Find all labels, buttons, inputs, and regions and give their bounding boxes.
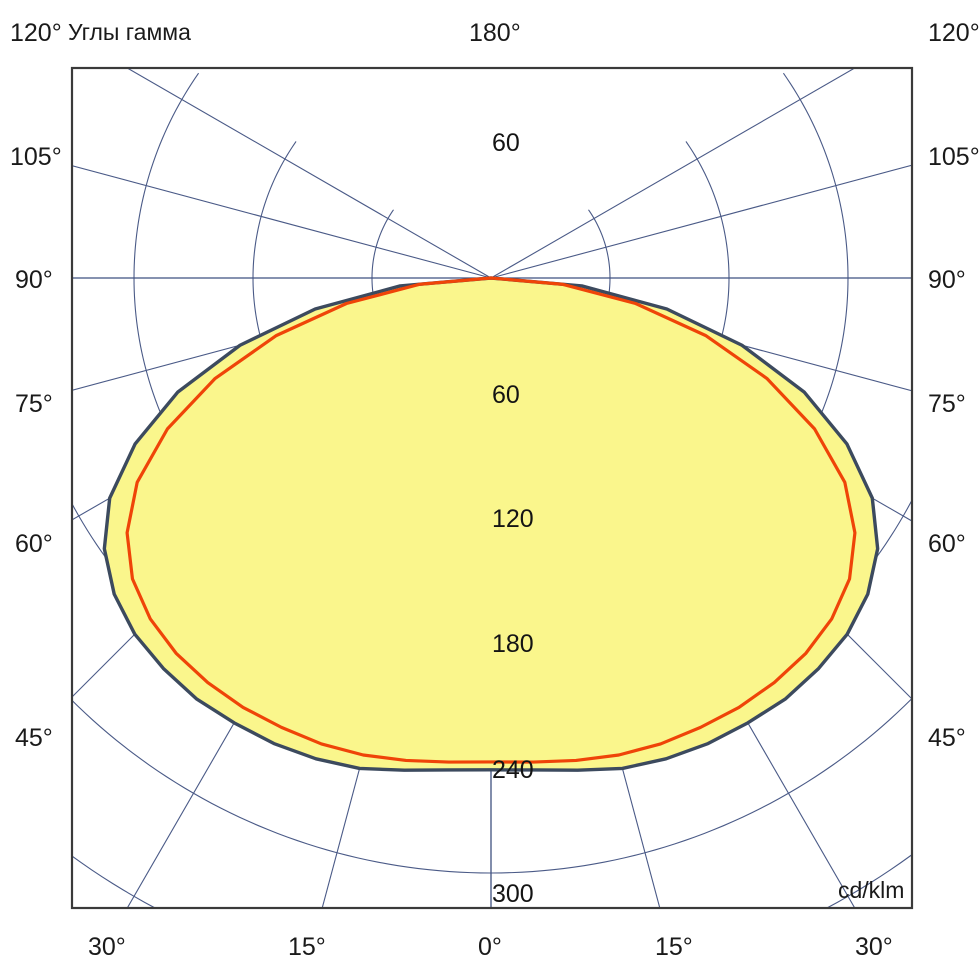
radial-label-180: 180 <box>492 630 534 658</box>
angular-grid-spoke-120 <box>490 68 856 279</box>
angle-label-left-90: 90° <box>15 266 53 294</box>
angle-label-bottom-15-left: 15° <box>288 933 326 961</box>
radial-label-120: 120 <box>492 505 534 533</box>
angular-grid-spoke--120 <box>126 68 492 279</box>
distribution-curve-c90-c270 <box>125 276 857 764</box>
angle-label-top-left: 120° <box>10 19 62 47</box>
angle-label-left-75: 75° <box>15 390 53 418</box>
page-title: Углы гамма <box>68 19 191 45</box>
angle-label-bottom-0: 0° <box>478 933 502 961</box>
angle-label-bottom-30-right: 30° <box>855 933 893 961</box>
angle-label-right-45: 45° <box>928 724 966 752</box>
radial-label-240: 240 <box>492 756 534 784</box>
angle-label-left-105: 105° <box>10 143 62 171</box>
distribution-curve-c0-c180 <box>102 276 880 772</box>
plot-frame <box>70 66 914 910</box>
angle-label-left-60: 60° <box>15 530 53 558</box>
angular-grid-spoke--105 <box>72 165 492 279</box>
angle-label-top-right: 120° <box>928 19 980 47</box>
angular-grid-spoke-105 <box>490 164 912 279</box>
distribution-fill-region <box>104 278 878 771</box>
angle-label-right-75: 75° <box>928 390 966 418</box>
distribution-curves <box>102 276 880 772</box>
angle-label-left-45: 45° <box>15 724 53 752</box>
unit-label: cd/klm <box>838 877 904 903</box>
angle-label-right-105: 105° <box>928 143 980 171</box>
angle-label-top-center: 180° <box>469 19 521 47</box>
angle-label-right-60: 60° <box>928 530 966 558</box>
radial-label-60-upper: 60 <box>492 129 520 157</box>
angle-label-right-90: 90° <box>928 266 966 294</box>
radial-label-60-lower: 60 <box>492 381 520 409</box>
angle-label-bottom-15-right: 15° <box>655 933 693 961</box>
angle-label-bottom-30-left: 30° <box>88 933 126 961</box>
radial-label-300: 300 <box>492 880 534 908</box>
distribution-fill <box>104 278 878 771</box>
